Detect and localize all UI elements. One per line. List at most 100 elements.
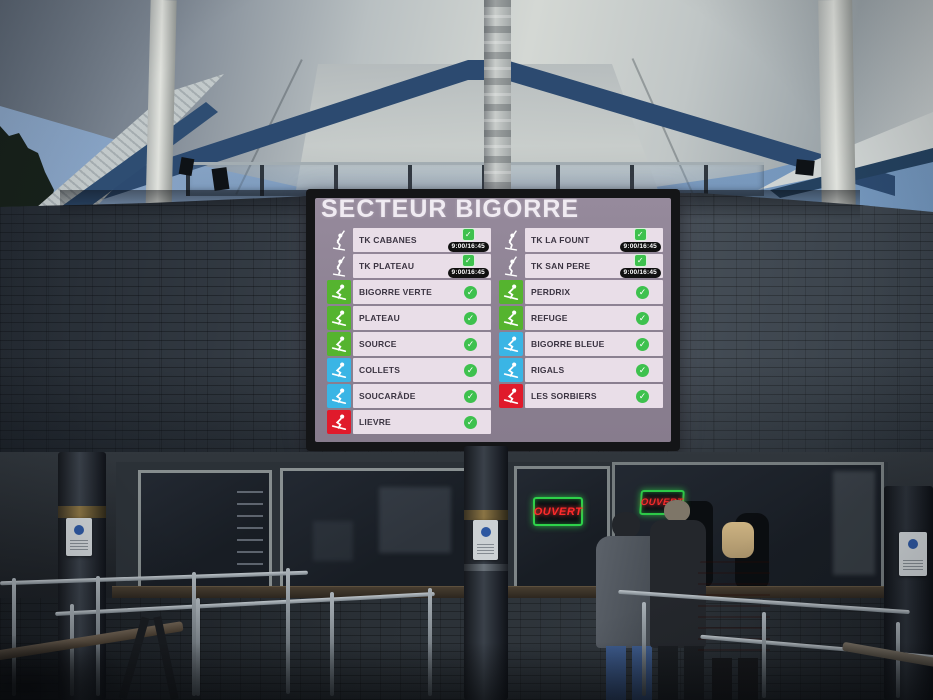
spotlight	[795, 159, 815, 176]
row-body: BIGORRE BLEUE ✓	[525, 332, 663, 356]
run-name: SOUCARÂDE	[359, 391, 416, 401]
neon-open-sign-text: OUVERT	[533, 505, 583, 518]
run-name: TK SAN PERE	[531, 261, 591, 271]
piste-skier-icon	[327, 410, 351, 434]
piste-skier-icon	[327, 358, 351, 382]
row-body: SOUCARÂDE ✓	[353, 384, 491, 408]
status-open-icon: ✓	[636, 363, 649, 377]
hours-pill: 9:00/16:45	[447, 242, 489, 252]
column-ring	[464, 510, 508, 520]
row-body: PERDRIX ✓	[525, 280, 663, 304]
window-reflection	[379, 487, 451, 553]
piste-row: REFUGE ✓	[499, 306, 663, 330]
run-status: ✓	[464, 311, 477, 325]
piste-row: SOURCE ✓	[327, 332, 491, 356]
run-name: PLATEAU	[359, 313, 400, 323]
pole-sign	[66, 518, 92, 556]
status-open-icon: ✓	[461, 254, 475, 268]
spotlight	[211, 167, 230, 191]
piste-row: RIGALS ✓	[499, 358, 663, 382]
piste-skier-icon	[499, 306, 523, 330]
status-open-icon: ✓	[636, 337, 649, 351]
status-open-icon: ✓	[461, 228, 475, 242]
piste-row: PLATEAU ✓	[327, 306, 491, 330]
row-body: TK CABANES ✓ 9:00/16:45	[353, 228, 491, 252]
run-status: ✓ 9:00/16:45	[447, 228, 489, 252]
drag-lift-icon	[327, 254, 351, 278]
lift-row: TK LA FOUNT ✓ 9:00/16:45	[499, 228, 663, 252]
run-name: RIGALS	[531, 365, 565, 375]
piste-skier-icon	[499, 384, 523, 408]
run-name: LIEVRE	[359, 417, 391, 427]
row-body: TK PLATEAU ✓ 9:00/16:45	[353, 254, 491, 278]
central-mast	[484, 0, 511, 193]
led-display-content: SECTEUR BIGORRE TK CABANES ✓ 9:00/16:45 TK …	[315, 198, 671, 442]
piste-row: PERDRIX ✓	[499, 280, 663, 304]
board-columns: TK CABANES ✓ 9:00/16:45 TK PLATEAU ✓ 9:00/16:…	[327, 228, 663, 436]
status-open-icon: ✓	[633, 228, 647, 242]
run-name: TK PLATEAU	[359, 261, 415, 271]
piste-row: COLLETS ✓	[327, 358, 491, 382]
rail-post	[192, 572, 196, 696]
status-open-icon: ✓	[464, 363, 477, 377]
status-open-icon: ✓	[464, 337, 477, 351]
row-body: RIGALS ✓	[525, 358, 663, 382]
window-reflection	[833, 471, 875, 575]
ground-shadow	[0, 642, 933, 700]
row-body: SOURCE ✓	[353, 332, 491, 356]
row-body: BIGORRE VERTE ✓	[353, 280, 491, 304]
run-status: ✓ 9:00/16:45	[619, 228, 661, 252]
drag-lift-icon	[327, 228, 351, 252]
run-name: COLLETS	[359, 365, 401, 375]
piste-row: LIEVRE ✓	[327, 410, 491, 434]
board-title: SECTEUR BIGORRE	[321, 198, 580, 223]
white-support-pole-right	[818, 0, 856, 211]
person-head	[612, 512, 640, 538]
board-column-left: TK CABANES ✓ 9:00/16:45 TK PLATEAU ✓ 9:00/16:…	[327, 228, 491, 436]
column-ring	[58, 506, 106, 518]
row-body: TK LA FOUNT ✓ 9:00/16:45	[525, 228, 663, 252]
run-name: TK CABANES	[359, 235, 417, 245]
person-head	[664, 500, 690, 522]
run-status: ✓	[464, 363, 477, 377]
status-open-icon: ✓	[464, 389, 477, 403]
white-support-pole-left	[145, 0, 177, 219]
led-display-board: SECTEUR BIGORRE TK CABANES ✓ 9:00/16:45 TK …	[306, 189, 680, 451]
piste-row: BIGORRE BLEUE ✓	[499, 332, 663, 356]
row-body: COLLETS ✓	[353, 358, 491, 382]
status-open-icon: ✓	[633, 254, 647, 268]
run-status: ✓	[636, 363, 649, 377]
ticket-window	[280, 468, 474, 594]
run-status: ✓	[464, 389, 477, 403]
run-name: BIGORRE VERTE	[359, 287, 432, 297]
piste-row: SOUCARÂDE ✓	[327, 384, 491, 408]
run-name: LES SORBIERS	[531, 391, 597, 401]
hours-pill: 9:00/16:45	[619, 268, 661, 278]
run-status: ✓	[464, 337, 477, 351]
drag-lift-icon	[499, 254, 523, 278]
status-open-icon: ✓	[464, 311, 477, 325]
pole-sign	[899, 532, 927, 576]
drag-lift-icon	[499, 228, 523, 252]
run-name: SOURCE	[359, 339, 397, 349]
hours-pill: 9:00/16:45	[447, 268, 489, 278]
hours-pill: 9:00/16:45	[619, 242, 661, 252]
piste-skier-icon	[499, 332, 523, 356]
run-status: ✓	[636, 337, 649, 351]
status-open-icon: ✓	[464, 285, 477, 299]
run-status: ✓ 9:00/16:45	[447, 254, 489, 278]
row-body: LIEVRE ✓	[353, 410, 491, 434]
run-status: ✓	[636, 311, 649, 325]
piste-skier-icon	[327, 306, 351, 330]
pole-sign	[473, 520, 498, 560]
run-status: ✓	[636, 285, 649, 299]
person-head	[722, 522, 754, 558]
run-status: ✓ 9:00/16:45	[619, 254, 661, 278]
row-body: TK SAN PERE ✓ 9:00/16:45	[525, 254, 663, 278]
status-open-icon: ✓	[464, 415, 477, 429]
piste-skier-icon	[327, 280, 351, 304]
row-body: LES SORBIERS ✓	[525, 384, 663, 408]
board-column-right: TK LA FOUNT ✓ 9:00/16:45 TK SAN PERE ✓ 9:00/1…	[499, 228, 663, 436]
run-name: BIGORRE BLEUE	[531, 339, 605, 349]
